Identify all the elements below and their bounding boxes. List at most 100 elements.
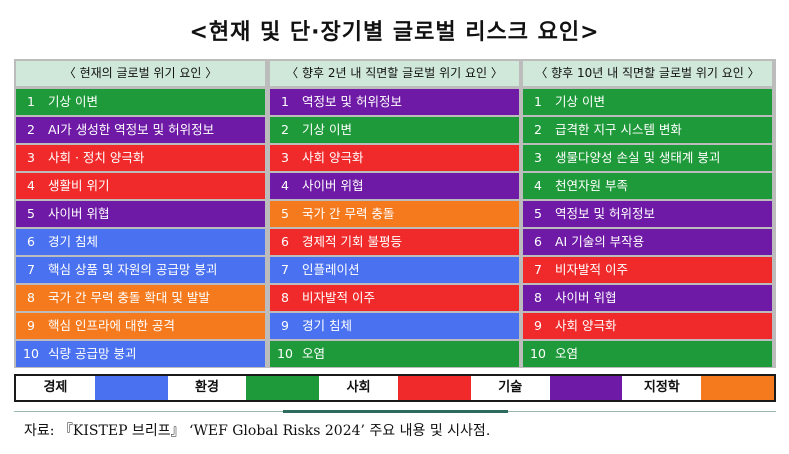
risk-rank: 2 [27,122,35,137]
risk-rank: 9 [534,318,542,333]
risk-label: 식량 공급망 붕괴 [48,346,137,361]
page-title: <현재 및 단·장기별 글로벌 리스크 요인> [189,20,600,45]
column-current: 〈 현재의 글로벌 위기 요인 〉 1 기상 이변 2 AI가 생성한 역정보 및 허… [16,61,265,367]
risk-label: 사회 · 정치 양극화 [48,150,145,165]
risk-rank: 7 [27,262,35,277]
risk-row: 8 국가 간 무력 충돌 확대 및 발발 [16,285,265,311]
risk-rank: 4 [281,178,289,193]
category-legend: 경제 환경 사회 기술 지정학 [14,374,776,402]
risk-row: 10 식량 공급망 붕괴 [16,341,265,367]
risk-label: 사이버 위협 [48,206,110,221]
risk-rank: 3 [534,150,542,165]
risk-label: 역정보 및 허위정보 [555,206,655,221]
risk-row: 7 핵심 상품 및 자원의 공급망 붕괴 [16,257,265,283]
risk-row: 3 사회 양극화 [270,145,519,171]
column-header: 〈 향후 10년 내 직면할 글로벌 위기 요인 〉 [523,61,772,86]
risk-rank: 7 [534,262,542,277]
risk-label: 사이버 위협 [555,290,617,305]
risk-row: 1 기상 이변 [16,89,265,115]
risk-rank: 3 [27,150,35,165]
legend-swatch [246,376,320,400]
column-10-years: 〈 향후 10년 내 직면할 글로벌 위기 요인 〉 1 기상 이변 2 급격한 지구… [523,61,772,367]
risk-row: 9 핵심 인프라에 대한 공격 [16,313,265,339]
risk-rank: 2 [281,122,289,137]
risk-label: 핵심 인프라에 대한 공격 [48,318,175,333]
risk-rank: 4 [534,178,542,193]
risk-rank: 3 [281,150,289,165]
risk-label: 사회 양극화 [302,150,364,165]
risk-rank: 8 [534,290,542,305]
risk-row: 2 AI가 생성한 역정보 및 허위정보 [16,117,265,143]
risk-row: 2 급격한 지구 시스템 변화 [523,117,772,143]
risk-row: 5 국가 간 무력 충돌 [270,201,519,227]
legend-label: 경제 [43,380,68,395]
risk-label: 기상 이변 [555,94,605,109]
risk-label: 국가 간 무력 충돌 확대 및 발발 [48,290,210,305]
risk-label: 사회 양극화 [555,318,617,333]
legend-swatch [701,376,774,400]
risk-row: 4 사이버 위협 [270,173,519,199]
legend-swatch [549,376,623,400]
risk-rank: 4 [27,178,35,193]
risk-label: 기상 이변 [48,94,98,109]
risk-rank: 1 [281,94,289,109]
risk-label: 기상 이변 [302,122,352,137]
risk-row: 10 오염 [523,341,772,367]
risk-label: 인플레이션 [302,262,360,277]
risk-rank: 9 [281,318,289,333]
risk-row: 9 사회 양극화 [523,313,772,339]
risk-label: 비자발적 이주 [555,262,628,277]
risk-label: 경기 침체 [302,318,352,333]
risk-label: 오염 [302,346,326,361]
risk-rank: 6 [281,234,289,249]
column-header: 〈 현재의 글로벌 위기 요인 〉 [16,61,265,86]
risk-rank: 9 [27,318,35,333]
risk-label: 급격한 지구 시스템 변화 [555,122,682,137]
risk-row: 4 생활비 위기 [16,173,265,199]
column-2-years: 〈 향후 2년 내 직면할 글로벌 위기 요인 〉 1 역정보 및 허위정보 2 기상… [270,61,519,367]
risk-row: 10 오염 [270,341,519,367]
legend-label: 기술 [498,380,523,395]
risk-rank: 8 [27,290,35,305]
risk-rank: 5 [281,206,289,221]
risk-rank: 6 [27,234,35,249]
risk-label: AI가 생성한 역정보 및 허위정보 [48,122,215,137]
risk-row: 6 경기 침체 [16,229,265,255]
legend-label: 사회 [346,380,371,395]
risk-row: 6 AI 기술의 부작용 [523,229,772,255]
divider-accent [283,410,508,413]
risk-rank: 8 [281,290,289,305]
risk-label: 사이버 위협 [302,178,364,193]
risk-table: 〈 현재의 글로벌 위기 요인 〉 1 기상 이변 2 AI가 생성한 역정보 및 허… [14,59,776,368]
risk-rank: 2 [534,122,542,137]
risk-row: 7 비자발적 이주 [523,257,772,283]
risk-row: 8 사이버 위협 [523,285,772,311]
risk-row: 3 생물다양성 손실 및 생태계 붕괴 [523,145,772,171]
risk-rank: 1 [27,94,35,109]
risk-row: 1 기상 이변 [523,89,772,115]
legend-swatch [398,376,471,400]
risk-row: 7 인플레이션 [270,257,519,283]
risk-label: AI 기술의 부작용 [555,234,645,249]
risk-rank: 7 [281,262,289,277]
risk-row: 9 경기 침체 [270,313,519,339]
risk-row: 1 역정보 및 허위정보 [270,89,519,115]
risk-row: 5 사이버 위협 [16,201,265,227]
risk-rank: 10 [23,346,39,361]
legend-swatch [94,376,168,400]
risk-label: 역정보 및 허위정보 [302,94,402,109]
risk-label: 생물다양성 손실 및 생태계 붕괴 [555,150,721,165]
risk-rank: 5 [27,206,35,221]
risk-row: 8 비자발적 이주 [270,285,519,311]
column-header: 〈 향후 2년 내 직면할 글로벌 위기 요인 〉 [270,61,519,86]
risk-row: 6 경제적 기회 불평등 [270,229,519,255]
risk-row: 3 사회 · 정치 양극화 [16,145,265,171]
risk-label: 비자발적 이주 [302,290,375,305]
legend-label: 지정학 [643,380,680,395]
risk-label: 경제적 기회 불평등 [302,234,402,249]
risk-row: 4 천연자원 부족 [523,173,772,199]
risk-rank: 6 [534,234,542,249]
risk-label: 경기 침체 [48,234,98,249]
risk-rank: 5 [534,206,542,221]
risk-rank: 10 [530,346,546,361]
